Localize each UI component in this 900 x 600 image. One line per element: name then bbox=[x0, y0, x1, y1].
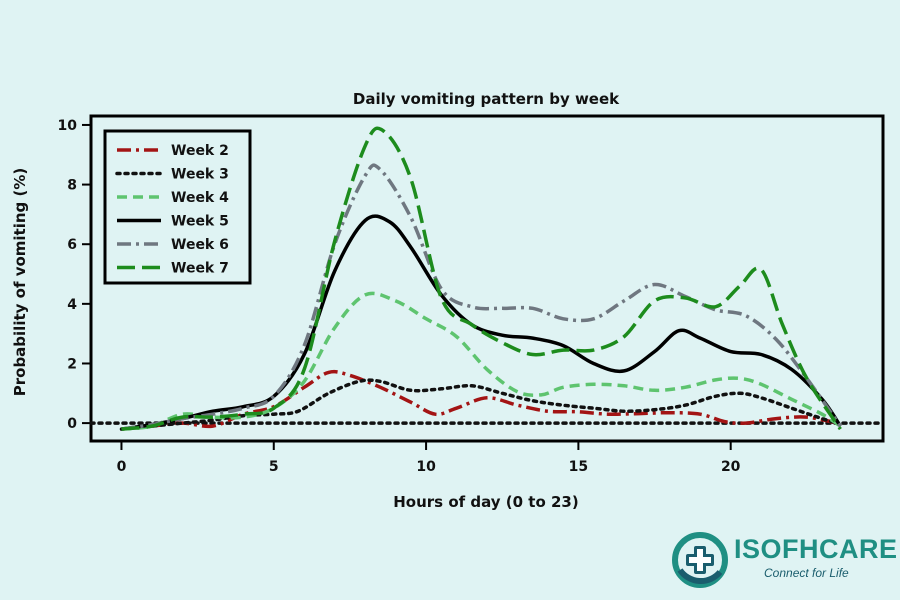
series-line-week-2 bbox=[121, 369, 838, 431]
legend-label-week-2: Week 2 bbox=[171, 143, 229, 159]
chart-title: Daily vomiting pattern by week bbox=[353, 90, 620, 108]
legend-label-week-6: Week 6 bbox=[171, 237, 229, 253]
y-tick-label: 0 bbox=[67, 416, 77, 432]
x-tick-label: 10 bbox=[416, 459, 436, 475]
legend-box bbox=[103, 129, 252, 285]
y-tick-label: 2 bbox=[67, 356, 77, 372]
legend-label-week-5: Week 5 bbox=[171, 214, 229, 230]
x-axis-label: Hours of day (0 to 23) bbox=[393, 493, 578, 511]
legend-label-week-3: Week 3 bbox=[171, 167, 229, 183]
vomiting-pattern-chart: Daily vomiting pattern by week 0 5 10 15 20 0… bbox=[11, 90, 885, 511]
legend-label-week-4: Week 4 bbox=[171, 190, 229, 206]
series-line-week-3 bbox=[119, 378, 840, 431]
series-line-week-6 bbox=[121, 163, 842, 431]
brand-name: ISOFHCARE bbox=[734, 534, 898, 564]
series-line-week-4 bbox=[121, 291, 842, 431]
x-tick-label: 0 bbox=[117, 459, 127, 475]
x-tick-label: 20 bbox=[721, 459, 741, 475]
x-tick-label: 5 bbox=[269, 459, 279, 475]
brand-tagline: Connect for Life bbox=[764, 566, 849, 580]
y-tick-label: 10 bbox=[58, 118, 78, 134]
y-tick-label: 6 bbox=[67, 237, 77, 253]
legend-label-week-7: Week 7 bbox=[171, 261, 229, 277]
legend: Week 2 Week 3 Week 4 Week 5 Week 6 Week 7 bbox=[103, 129, 252, 285]
plot-frame bbox=[89, 114, 885, 443]
y-axis-label: Probability of vomiting (%) bbox=[11, 168, 29, 397]
medical-cross-icon bbox=[672, 532, 728, 588]
isofhcare-logo: ISOFHCARE Connect for Life bbox=[672, 532, 897, 588]
y-tick-label: 4 bbox=[67, 297, 77, 313]
x-tick-label: 15 bbox=[569, 459, 588, 475]
series-line-week-7 bbox=[121, 126, 842, 431]
y-tick-label: 8 bbox=[67, 178, 77, 194]
